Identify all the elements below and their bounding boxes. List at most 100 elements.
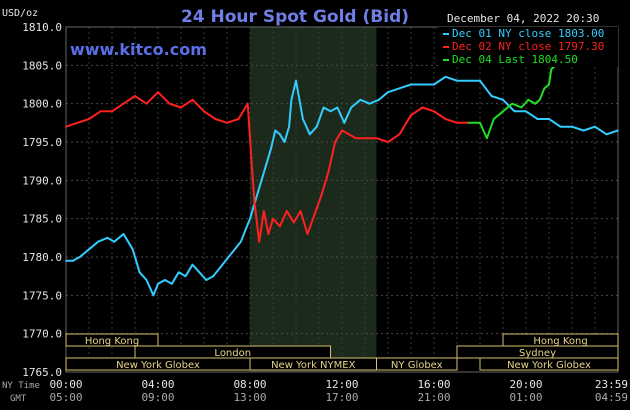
data-point [616, 129, 619, 132]
x-tick-label-ny: 00:00 [49, 378, 82, 391]
data-point [113, 240, 116, 243]
session-label: New York NYMEX [271, 360, 356, 371]
data-point [78, 256, 81, 258]
data-point [559, 125, 562, 128]
data-point [262, 171, 265, 174]
data-point [164, 279, 166, 281]
data-point [279, 133, 281, 136]
price-lines [65, 64, 619, 297]
data-point [479, 121, 481, 124]
session-label: Hong Kong [533, 336, 587, 347]
x-tick-label-gmt: 05:00 [49, 391, 82, 404]
data-point [288, 125, 290, 128]
data-point [387, 91, 389, 94]
data-point [543, 87, 546, 90]
data-point [387, 141, 389, 143]
data-point [306, 233, 309, 235]
data-point [334, 141, 336, 143]
data-point [283, 141, 286, 143]
data-point [138, 271, 141, 274]
data-point [269, 148, 272, 151]
data-point [212, 275, 215, 278]
data-point [336, 106, 339, 109]
data-point [348, 133, 350, 136]
data-point [511, 102, 514, 105]
data-point [320, 194, 323, 197]
data-point [398, 87, 401, 90]
gmt-row-label: GMT [10, 394, 27, 404]
data-point [536, 118, 539, 120]
data-point [157, 91, 159, 94]
chart-title: 24 Hour Spot Gold (Bid) [181, 7, 409, 27]
legend-item-label: Dec 01 NY close 1803.00 [452, 27, 604, 40]
data-point [302, 118, 304, 120]
session-box [479, 357, 619, 371]
data-point [502, 110, 504, 113]
data-point [76, 121, 79, 124]
x-tick-label-ny: 12:00 [325, 378, 358, 391]
data-point [327, 171, 330, 174]
data-point [377, 98, 380, 101]
data-point [538, 98, 541, 101]
ny-time-row-label: NY Time [2, 381, 40, 391]
data-point [341, 129, 343, 132]
data-point [290, 98, 293, 101]
data-point [492, 118, 495, 120]
session-label: NY Globex [391, 360, 443, 371]
data-point [582, 129, 585, 132]
data-point [97, 240, 100, 243]
data-point [421, 106, 424, 109]
x-tick-label-gmt: 09:00 [141, 391, 174, 404]
data-point [364, 137, 366, 140]
data-point [525, 110, 527, 113]
data-point [246, 102, 249, 105]
data-point [253, 202, 256, 205]
data-point [168, 102, 171, 105]
data-point [214, 118, 217, 120]
data-point [354, 137, 357, 140]
y-tick-label: 1765.0 [22, 366, 62, 379]
session-box [376, 357, 458, 371]
data-point [203, 110, 205, 113]
data-point [191, 98, 194, 101]
data-point [343, 121, 346, 124]
data-point [322, 106, 325, 109]
y-tick-label: 1775.0 [22, 289, 62, 302]
data-point [274, 129, 277, 132]
y-tick-label: 1780.0 [22, 251, 62, 264]
data-point [433, 83, 435, 86]
data-point [456, 79, 458, 82]
data-point [226, 121, 228, 124]
data-point [444, 118, 447, 120]
legend-item-label: Dec 04 Last 1804.50 [452, 53, 578, 66]
data-point [359, 98, 362, 101]
data-point [272, 217, 274, 220]
data-point [375, 137, 378, 140]
data-point [184, 275, 187, 278]
watermark-url: www.kitco.com [70, 40, 207, 59]
unit-label: USD/oz [2, 8, 38, 19]
nymex-session-shading [250, 27, 377, 372]
data-point [221, 263, 224, 266]
data-point [262, 210, 265, 212]
session-label: Hong Kong [85, 336, 139, 347]
data-point [145, 279, 148, 281]
data-point [534, 102, 537, 105]
data-point [152, 294, 155, 297]
date-label: December 04, 2022 20:30 [447, 12, 599, 25]
data-point [180, 106, 182, 109]
data-point [131, 248, 134, 251]
series-line-dec-04 [468, 64, 557, 140]
data-point [548, 118, 550, 120]
y-tick-label: 1800.0 [22, 98, 62, 111]
data-point [313, 213, 316, 216]
data-point [605, 133, 608, 136]
data-point [513, 110, 516, 113]
legend-item-label: Dec 02 NY close 1797.30 [452, 40, 604, 53]
data-point [198, 271, 201, 274]
data-point [456, 121, 458, 124]
data-point [299, 210, 302, 212]
data-point [177, 271, 180, 274]
y-tick-label: 1770.0 [22, 328, 62, 341]
